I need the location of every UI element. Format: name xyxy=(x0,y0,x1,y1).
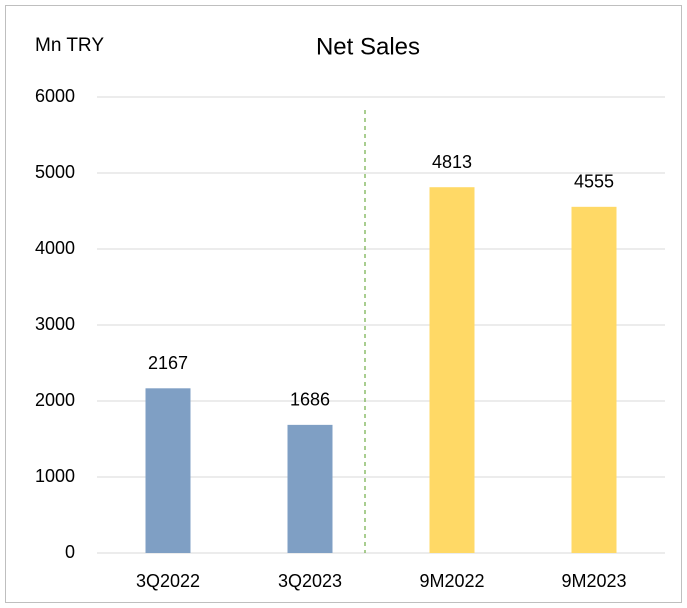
x-tick-label: 9M2023 xyxy=(561,571,626,591)
x-tick-label: 3Q2023 xyxy=(278,571,342,591)
chart-border xyxy=(5,5,682,603)
y-axis-label: Mn TRY xyxy=(35,35,104,56)
bar xyxy=(145,388,191,553)
data-label: 1686 xyxy=(290,390,330,410)
y-tick-label: 2000 xyxy=(35,390,75,410)
data-label: 4813 xyxy=(432,152,472,172)
chart-title: Net Sales xyxy=(316,33,420,60)
x-tick-label: 9M2022 xyxy=(419,571,484,591)
y-tick-label: 3000 xyxy=(35,314,75,334)
data-label: 2167 xyxy=(148,353,188,373)
bar xyxy=(429,187,475,553)
bar xyxy=(287,424,333,553)
y-tick-label: 6000 xyxy=(35,86,75,106)
y-tick-label: 4000 xyxy=(35,238,75,258)
y-tick-label: 1000 xyxy=(35,466,75,486)
bar xyxy=(571,206,617,553)
x-tick-label: 3Q2022 xyxy=(136,571,200,591)
y-tick-label: 0 xyxy=(65,542,75,562)
data-label: 4555 xyxy=(574,172,614,192)
y-tick-label: 5000 xyxy=(35,162,75,182)
